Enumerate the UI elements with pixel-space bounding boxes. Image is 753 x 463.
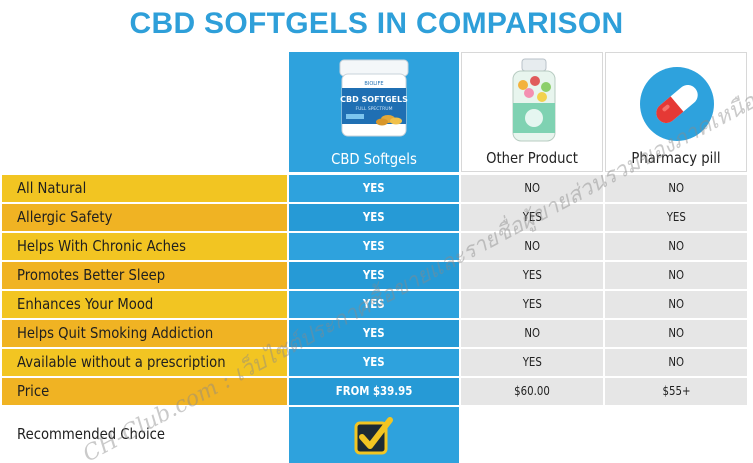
other-value: YES [461,262,603,289]
pharmacy-value: YES [605,204,747,231]
cbd-value: YES [289,320,459,347]
pharmacy-value: NO [605,262,747,289]
cbd-value: YES [289,175,459,202]
feature-label: Enhances Your Mood [2,291,287,318]
cbd-price: FROM $39.95 [289,378,459,405]
cbd-value: YES [289,291,459,318]
pharmacy-value: NO [605,320,747,347]
table-row-price: Price FROM $39.95 $60.00 $55+ [0,378,753,405]
other-value: NO [461,320,603,347]
other-value: YES [461,291,603,318]
feature-label: Helps Quit Smoking Addiction [2,320,287,347]
feature-label: Helps With Chronic Aches [2,233,287,260]
pharmacy-value: NO [605,349,747,376]
feature-label: All Natural [2,175,287,202]
table-row: Helps Quit Smoking Addiction YES NO NO [0,320,753,347]
other-value: YES [461,204,603,231]
cbd-softgels-jar-image: BIOLIFE CBD SOFTGELS FULL SPECTRUM [339,59,409,137]
column-header-other-product: Other Product [461,52,603,172]
pill-capsule-icon [640,67,714,141]
table-row: Helps With Chronic Aches YES NO NO [0,233,753,260]
gummy-bottle-image [512,58,556,142]
table-row: All Natural YES NO NO [0,175,753,202]
column-header-pharmacy-pill: Pharmacy pill [605,52,747,172]
checkmark-badge-icon [354,417,393,455]
other-price: $60.00 [461,378,603,405]
pharmacy-value: NO [605,233,747,260]
cbd-value: YES [289,233,459,260]
pharmacy-value: NO [605,291,747,318]
svg-text:BIOLIFE: BIOLIFE [364,81,383,87]
pharmacy-price: $55+ [605,378,747,405]
cbd-value: YES [289,349,459,376]
column-label: Pharmacy pill [631,149,721,167]
feature-label: Promotes Better Sleep [2,262,287,289]
table-row: Available without a prescription YES YES… [0,349,753,376]
column-label: Other Product [486,149,578,167]
cbd-value: YES [289,262,459,289]
column-label: CBD Softgels [331,150,417,168]
table-row: Promotes Better Sleep YES YES NO [0,262,753,289]
feature-label: Available without a prescription [2,349,287,376]
recommended-choice-label: Recommended Choice [17,425,166,443]
svg-text:CBD SOFTGELS: CBD SOFTGELS [340,95,408,104]
feature-label: Allergic Safety [2,204,287,231]
pharmacy-value: NO [605,175,747,202]
other-value: NO [461,175,603,202]
table-row: Enhances Your Mood YES YES NO [0,291,753,318]
other-value: NO [461,233,603,260]
page-title: CBD SOFTGELS IN COMPARISON [129,7,624,40]
feature-label: Price [2,378,287,405]
recommended-choice-cell [289,407,459,463]
column-header-cbd-softgels: BIOLIFE CBD SOFTGELS FULL SPECTRUM CBD S… [289,52,459,172]
other-value: YES [461,349,603,376]
cbd-value: YES [289,204,459,231]
svg-text:FULL SPECTRUM: FULL SPECTRUM [356,106,393,112]
table-row: Allergic Safety YES YES YES [0,204,753,231]
